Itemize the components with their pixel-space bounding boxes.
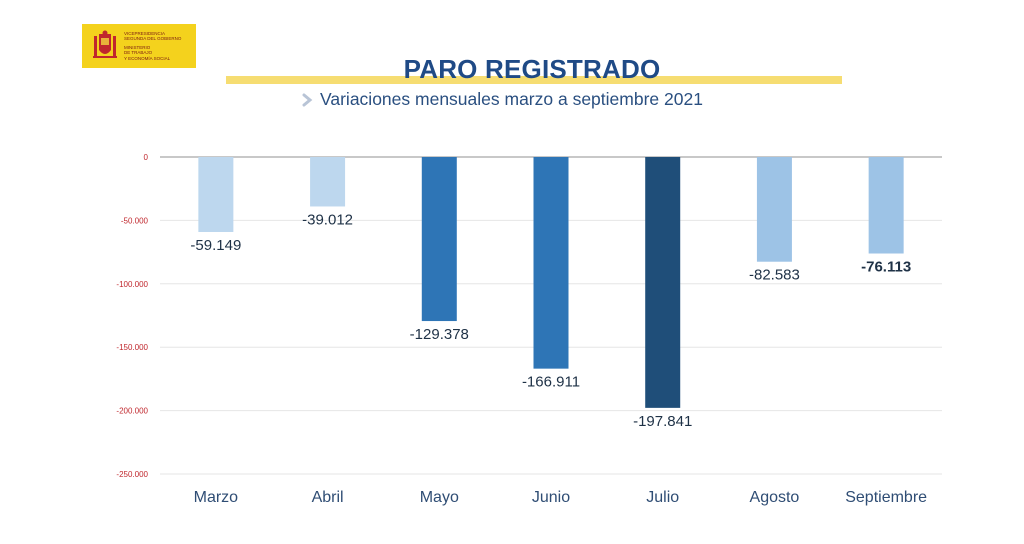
- logo-text: VICEPRESIDENCIA SEGUNDA DEL GOBIERNO MIN…: [124, 31, 181, 62]
- logo-line: Y ECONOMÍA SOCIAL: [124, 55, 171, 61]
- subtitle-row: Variaciones mensuales marzo a septiembre…: [300, 89, 703, 110]
- x-category-label: Abril: [312, 489, 344, 506]
- bar: [756, 157, 792, 262]
- y-tick-label: -100.000: [116, 280, 148, 289]
- logo-line: DE TRABAJO: [124, 50, 153, 56]
- x-category-label: Septiembre: [845, 489, 927, 506]
- bar: [533, 157, 569, 369]
- x-category-label: Mayo: [420, 489, 459, 506]
- chart-subtitle: Variaciones mensuales marzo a septiembre…: [320, 89, 703, 109]
- y-tick-label: 0: [144, 153, 149, 162]
- logo-line: SEGUNDA DEL GOBIERNO: [124, 36, 182, 42]
- data-label: -166.911: [522, 374, 580, 391]
- y-tick-label: -150.000: [116, 343, 148, 352]
- bar: [868, 157, 904, 254]
- logo-line: MINISTERIO: [124, 44, 151, 50]
- bar: [421, 157, 457, 322]
- y-tick-label: -50.000: [121, 216, 149, 225]
- x-category-label: Julio: [646, 489, 679, 506]
- bar: [310, 157, 346, 207]
- government-logo: VICEPRESIDENCIA SEGUNDA DEL GOBIERNO MIN…: [82, 24, 196, 68]
- title-underline: [226, 76, 842, 84]
- x-category-label: Junio: [532, 489, 570, 506]
- data-label: -76.113: [861, 259, 911, 276]
- y-tick-label: -250.000: [116, 470, 148, 479]
- bar: [198, 157, 234, 233]
- logo-line: VICEPRESIDENCIA: [124, 30, 166, 36]
- bar: [645, 157, 681, 408]
- data-label: -82.583: [749, 267, 800, 284]
- data-label: -59.149: [190, 237, 241, 254]
- data-label: -39.012: [302, 211, 353, 228]
- spain-coat-of-arms-icon: [93, 30, 117, 58]
- chevron-right-icon: [302, 93, 313, 106]
- data-label: -129.378: [410, 326, 469, 343]
- y-tick-label: -200.000: [116, 407, 148, 416]
- x-category-label: Marzo: [194, 489, 239, 506]
- x-category-label: Agosto: [750, 489, 800, 506]
- chart-title: PARO REGISTRADO: [403, 54, 661, 84]
- data-label: -197.841: [633, 413, 692, 430]
